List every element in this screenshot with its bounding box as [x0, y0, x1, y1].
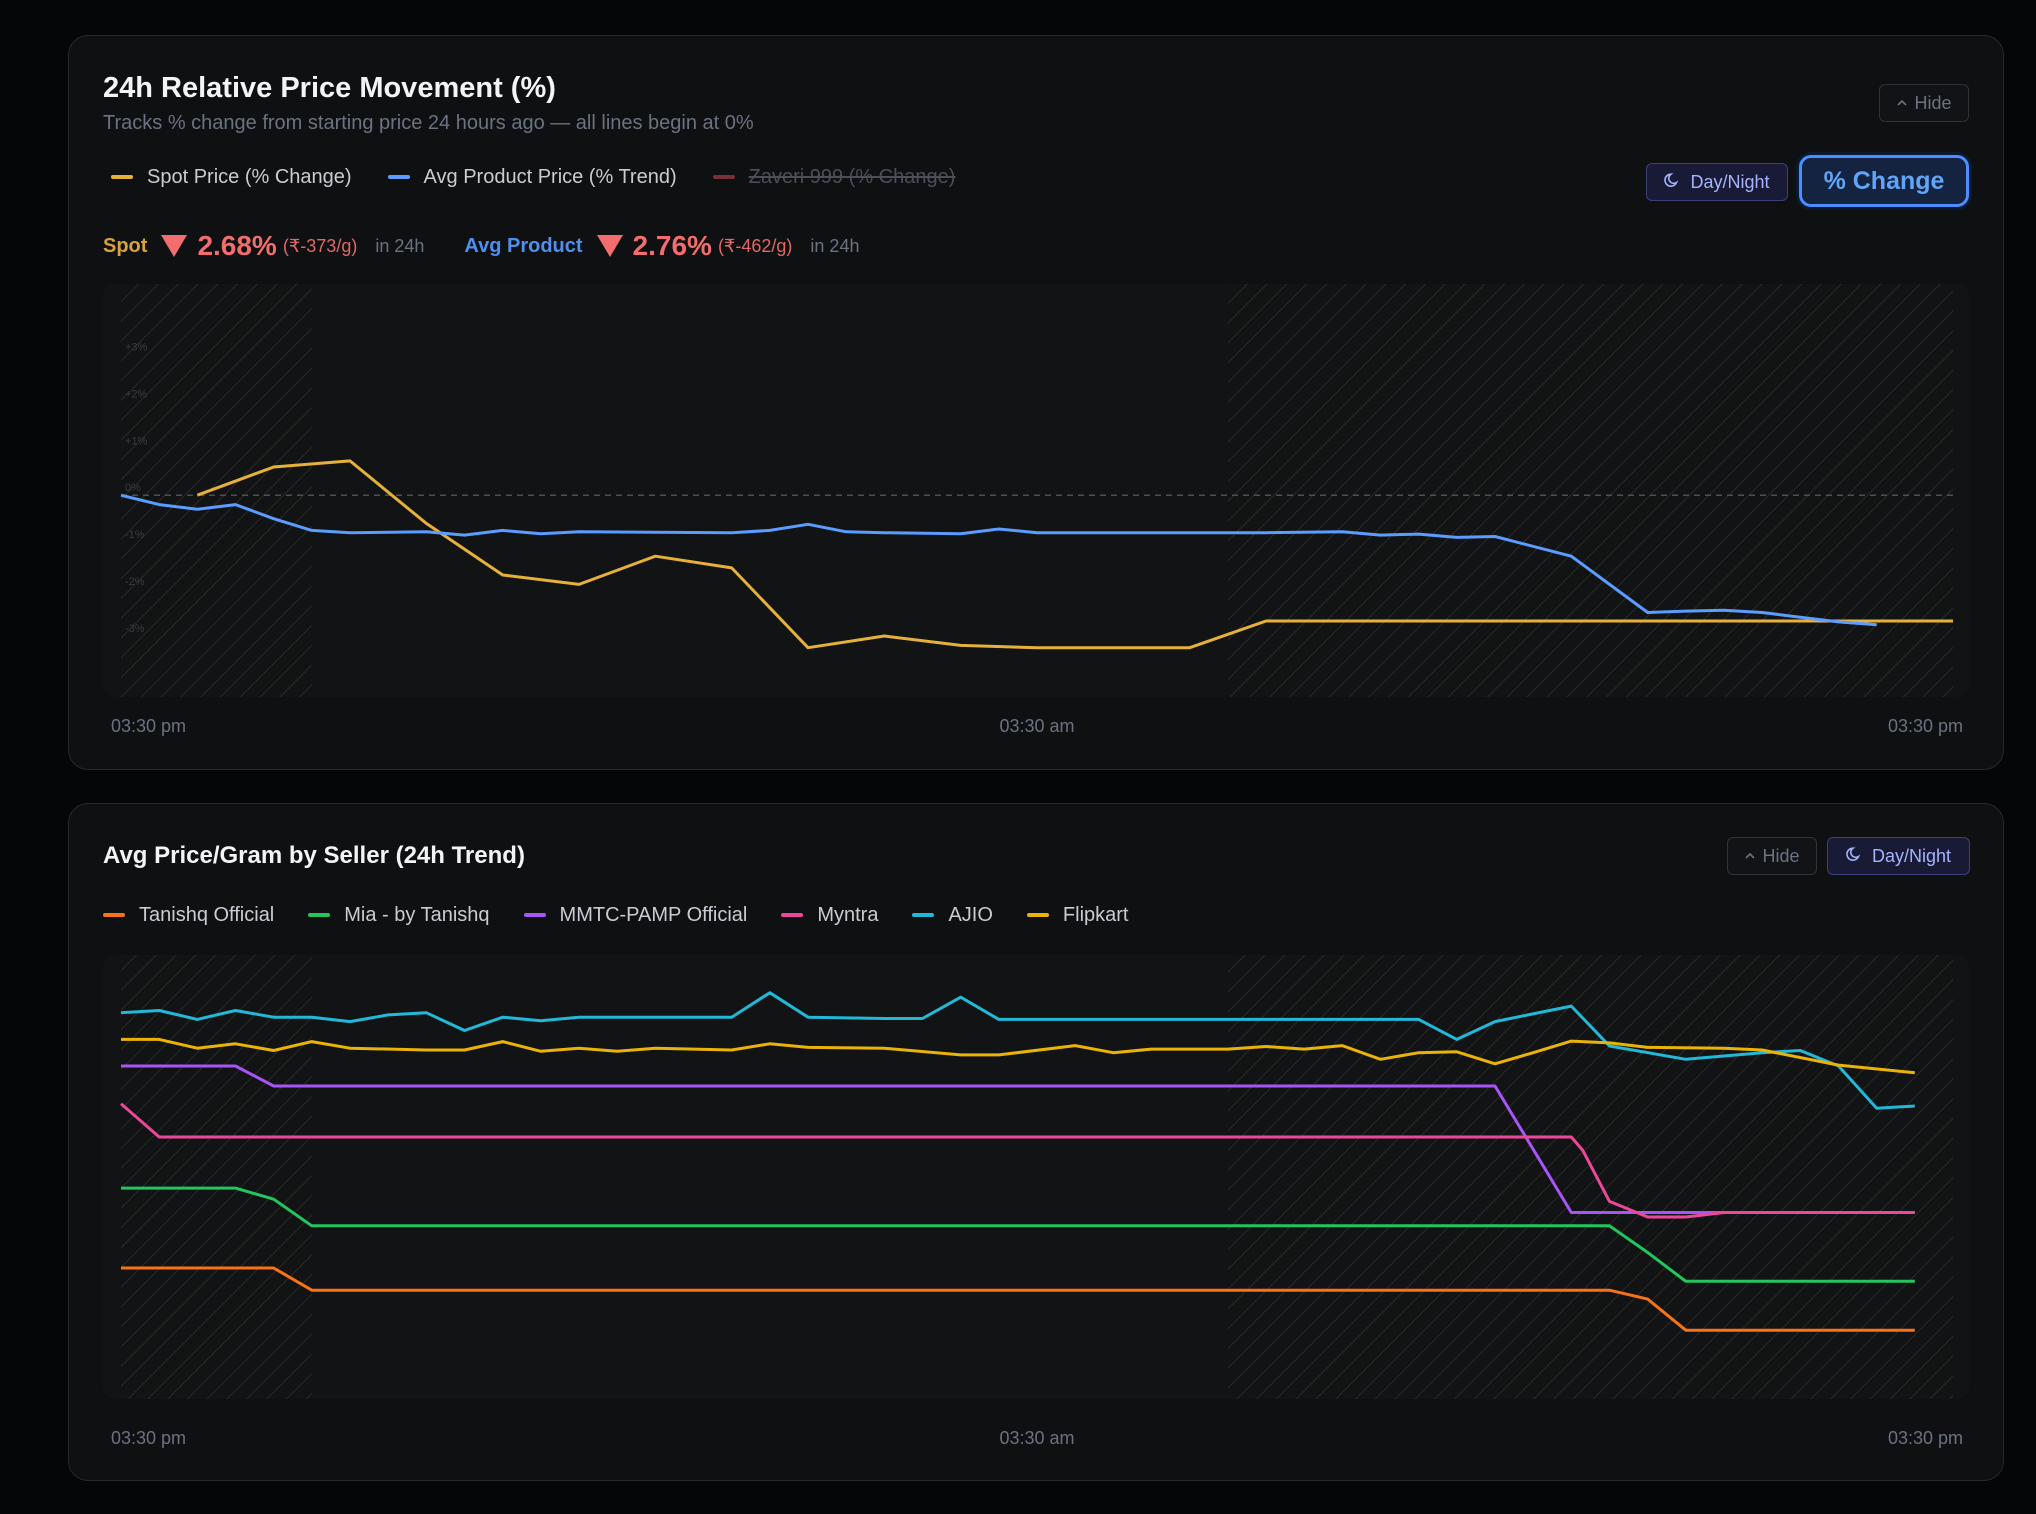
x-tick-label: 03:30 pm [1888, 1428, 1963, 1448]
avg-product-percent: 2.76% [632, 230, 712, 261]
legend-label: Myntra [817, 903, 879, 926]
spot-percent: 2.68% [197, 230, 277, 261]
spot-period: in 24h [375, 235, 425, 256]
series-line-avg-product-price-trend- [120, 493, 1877, 627]
card-subtitle: Tracks % change from starting price 24 h… [103, 112, 754, 134]
night-band [121, 284, 312, 697]
day-night-toggle[interactable]: Day/Night [1827, 837, 1970, 875]
series-line-flipkart [121, 1037, 1915, 1075]
spot-label: Spot [103, 234, 148, 257]
legend-item-ajio[interactable]: AJIO [912, 903, 993, 927]
avg-product-absolute: (₹-462/g) [717, 235, 793, 256]
legend-item-mia[interactable]: Mia - by Tanishq [308, 903, 490, 927]
hide-label: Hide [1762, 845, 1800, 866]
y-tick-label: +2% [125, 388, 148, 400]
spot-absolute: (₹-373/g) [282, 235, 358, 256]
y-tick-label: -1% [125, 529, 145, 541]
hide-label: Hide [1914, 92, 1952, 113]
legend-item-tanishq[interactable]: Tanishq Official [103, 904, 274, 927]
legend-label: MMTC-PAMP Official [559, 903, 748, 926]
series-line-myntra [120, 1102, 1915, 1219]
relative-movement-chart[interactable]: +3% +2% +1% 0% -1% -2% -3% 03:30 pm 03:30 am 03:3… [69, 36, 2005, 771]
card-title: Avg Price/Gram by Seller (24h Trend) [103, 842, 525, 869]
chevron-up-icon [1744, 846, 1756, 867]
percent-change-label: % Change [1823, 166, 1945, 195]
seller-price-card: Avg Price/Gram by Seller (24h Trend) Hid… [68, 803, 2004, 1481]
legend-label: AJIO [948, 903, 993, 926]
y-tick-label: -3% [125, 623, 145, 635]
series-line-tanishq-official [121, 1266, 1915, 1332]
legend-swatch [712, 175, 735, 179]
chart-legend: Spot Price (% Change) Avg Product Price … [111, 162, 991, 192]
legend-item-avg-product[interactable]: Avg Product Price (% Trend) [387, 165, 677, 189]
day-night-label: Day/Night [1871, 845, 1952, 866]
chart-legend: Tanishq Official Mia - by Tanishq MMTC-P… [103, 900, 1162, 930]
legend-item-spot[interactable]: Spot Price (% Change) [111, 166, 352, 189]
down-triangle-icon [596, 235, 623, 257]
legend-swatch [523, 913, 546, 917]
x-tick-label: 03:30 am [999, 716, 1074, 736]
legend-label: Flipkart [1062, 903, 1129, 926]
series-line-mia-by-tanishq [121, 1186, 1915, 1283]
x-tick-label: 03:30 pm [111, 716, 186, 736]
legend-swatch [1026, 913, 1049, 917]
series-line-spot-price-change- [196, 459, 1953, 650]
series-line-ajio [120, 991, 1915, 1110]
night-band [1227, 284, 1953, 697]
night-band [121, 955, 312, 1399]
seller-price-chart[interactable]: 03:30 pm 03:30 am 03:30 pm [69, 804, 2005, 1482]
moon-icon [1846, 845, 1864, 868]
down-triangle-icon [161, 235, 188, 257]
legend-swatch [912, 913, 935, 917]
y-tick-label: 0% [125, 482, 141, 494]
legend-label: Zaveri 999 (% Change) [748, 165, 956, 188]
legend-swatch [308, 913, 331, 917]
card-title: 24h Relative Price Movement (%) [103, 72, 556, 104]
legend-item-flipkart[interactable]: Flipkart [1026, 903, 1129, 927]
x-tick-label: 03:30 pm [1888, 716, 1963, 736]
percent-change-toggle[interactable]: % Change [1799, 155, 1969, 207]
avg-product-period: in 24h [810, 235, 860, 256]
night-band [1227, 955, 1953, 1399]
day-night-toggle[interactable]: Day/Night [1646, 163, 1788, 201]
legend-label: Mia - by Tanishq [344, 903, 490, 926]
change-stats: Spot 2.68% (₹-373/g) in 24h Avg Product … [103, 228, 899, 264]
series-line-mmtc-pamp-official [121, 1064, 1915, 1214]
relative-price-movement-card: 24h Relative Price Movement (%) Tracks %… [68, 35, 2004, 770]
moon-icon [1664, 171, 1682, 194]
day-night-label: Day/Night [1690, 171, 1770, 192]
hide-button[interactable]: Hide [1879, 84, 1969, 122]
y-tick-label: +1% [125, 435, 148, 447]
legend-item-zaveri[interactable]: Zaveri 999 (% Change) [712, 165, 956, 189]
y-tick-label: +3% [125, 341, 148, 353]
chevron-up-icon [1896, 93, 1908, 114]
x-tick-label: 03:30 am [999, 1428, 1074, 1448]
legend-item-myntra[interactable]: Myntra [781, 904, 878, 927]
x-tick-label: 03:30 pm [111, 1428, 186, 1448]
legend-label: Spot Price (% Change) [147, 165, 352, 188]
legend-swatch [387, 175, 410, 179]
legend-item-mmtc[interactable]: MMTC-PAMP Official [523, 903, 748, 927]
avg-product-label: Avg Product [464, 234, 583, 257]
legend-label: Avg Product Price (% Trend) [423, 165, 677, 188]
hide-button[interactable]: Hide [1727, 837, 1817, 875]
legend-label: Tanishq Official [139, 903, 275, 926]
legend-swatch [103, 913, 125, 917]
y-tick-label: -2% [125, 576, 145, 588]
legend-swatch [781, 913, 804, 917]
legend-swatch [111, 175, 133, 179]
